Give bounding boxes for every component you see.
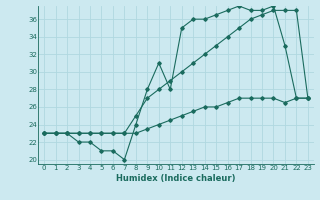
X-axis label: Humidex (Indice chaleur): Humidex (Indice chaleur) — [116, 174, 236, 183]
